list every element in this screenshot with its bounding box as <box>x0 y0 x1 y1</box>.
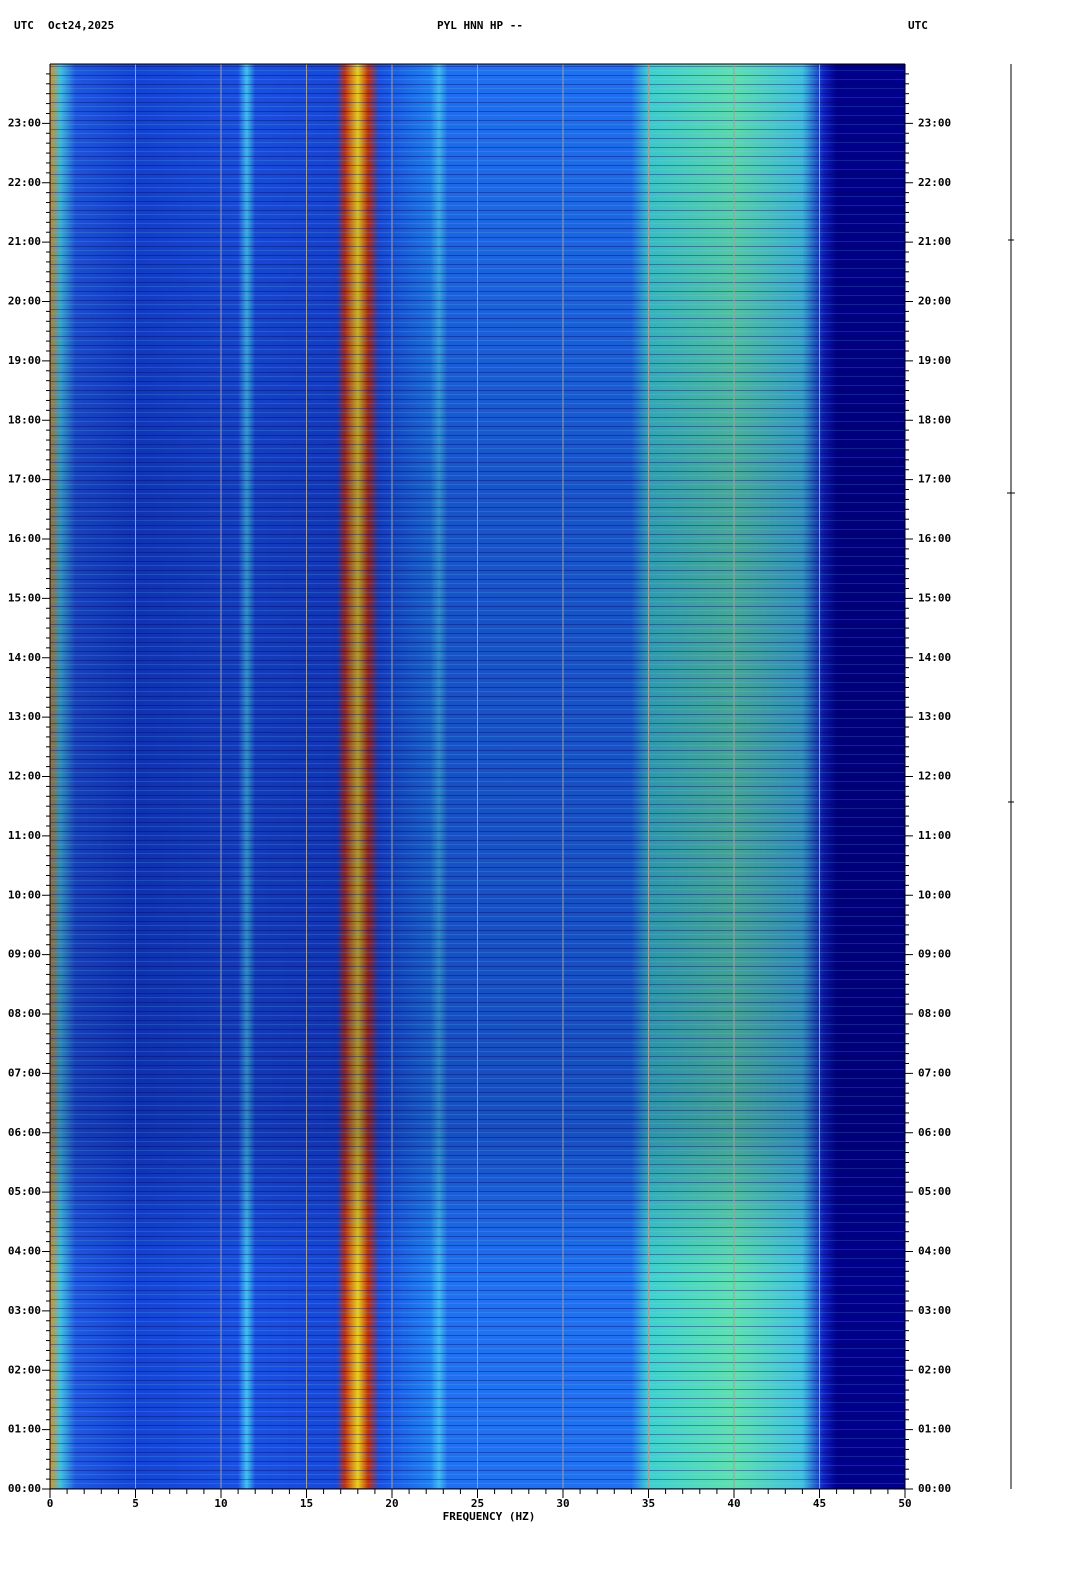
y-tick-label-right: 17:00 <box>918 473 951 486</box>
x-tick-label: 35 <box>642 1497 655 1510</box>
y-tick-label: 18:00 <box>8 413 41 426</box>
y-tick-label-right: 09:00 <box>918 948 951 961</box>
y-tick-label: 03:00 <box>8 1304 41 1317</box>
x-tick-label: 0 <box>47 1497 54 1510</box>
x-tick-label: 25 <box>471 1497 484 1510</box>
y-tick-label: 23:00 <box>8 116 41 129</box>
y-tick-label-right: 05:00 <box>918 1185 951 1198</box>
y-tick-label: 11:00 <box>8 829 41 842</box>
x-tick-label: 5 <box>132 1497 139 1510</box>
y-tick-label: 20:00 <box>8 295 41 308</box>
y-tick-label-right: 08:00 <box>918 1007 951 1020</box>
y-tick-label-right: 00:00 <box>918 1482 951 1495</box>
y-tick-label-right: 10:00 <box>918 888 951 901</box>
y-tick-label-right: 18:00 <box>918 413 951 426</box>
y-tick-label-right: 03:00 <box>918 1304 951 1317</box>
y-tick-label-right: 13:00 <box>918 710 951 723</box>
y-tick-label-right: 12:00 <box>918 770 951 783</box>
x-tick-label: 10 <box>214 1497 227 1510</box>
y-tick-label-right: 23:00 <box>918 116 951 129</box>
y-tick-label: 16:00 <box>8 532 41 545</box>
y-tick-label-right: 01:00 <box>918 1423 951 1436</box>
x-tick-label: 45 <box>813 1497 826 1510</box>
y-tick-label-right: 15:00 <box>918 591 951 604</box>
date: Oct24,2025 <box>48 19 114 32</box>
y-tick-label-right: 16:00 <box>918 532 951 545</box>
y-tick-label: 09:00 <box>8 948 41 961</box>
x-tick-label: 15 <box>300 1497 313 1510</box>
x-tick-label: 20 <box>385 1497 398 1510</box>
y-tick-label: 15:00 <box>8 591 41 604</box>
y-tick-label: 12:00 <box>8 770 41 783</box>
y-tick-label-right: 21:00 <box>918 235 951 248</box>
x-axis-label: FREQUENCY (HZ) <box>443 1510 536 1523</box>
y-tick-label-right: 20:00 <box>918 295 951 308</box>
y-tick-label: 08:00 <box>8 1007 41 1020</box>
y-tick-label: 10:00 <box>8 888 41 901</box>
y-tick-label-right: 22:00 <box>918 176 951 189</box>
y-tick-label: 00:00 <box>8 1482 41 1495</box>
right-label: UTC <box>908 19 928 32</box>
y-tick-label: 07:00 <box>8 1066 41 1079</box>
y-tick-label: 13:00 <box>8 710 41 723</box>
y-tick-label: 21:00 <box>8 235 41 248</box>
y-tick-label-right: 19:00 <box>918 354 951 367</box>
y-tick-label: 01:00 <box>8 1423 41 1436</box>
y-tick-label: 05:00 <box>8 1185 41 1198</box>
y-tick-label-right: 07:00 <box>918 1066 951 1079</box>
left-label: UTC <box>14 19 34 32</box>
y-tick-label-right: 14:00 <box>918 651 951 664</box>
y-tick-label-right: 02:00 <box>918 1363 951 1376</box>
y-tick-label-right: 11:00 <box>918 829 951 842</box>
y-tick-label: 17:00 <box>8 473 41 486</box>
y-tick-label: 04:00 <box>8 1245 41 1258</box>
y-tick-label-right: 04:00 <box>918 1245 951 1258</box>
y-tick-label-right: 06:00 <box>918 1126 951 1139</box>
chart-title: PYL HNN HP -- <box>437 19 523 32</box>
x-tick-label: 30 <box>556 1497 569 1510</box>
x-tick-label: 50 <box>898 1497 911 1510</box>
y-tick-label: 14:00 <box>8 651 41 664</box>
y-tick-label: 06:00 <box>8 1126 41 1139</box>
y-tick-label: 19:00 <box>8 354 41 367</box>
x-tick-label: 40 <box>727 1497 740 1510</box>
y-tick-label: 22:00 <box>8 176 41 189</box>
y-tick-label: 02:00 <box>8 1363 41 1376</box>
